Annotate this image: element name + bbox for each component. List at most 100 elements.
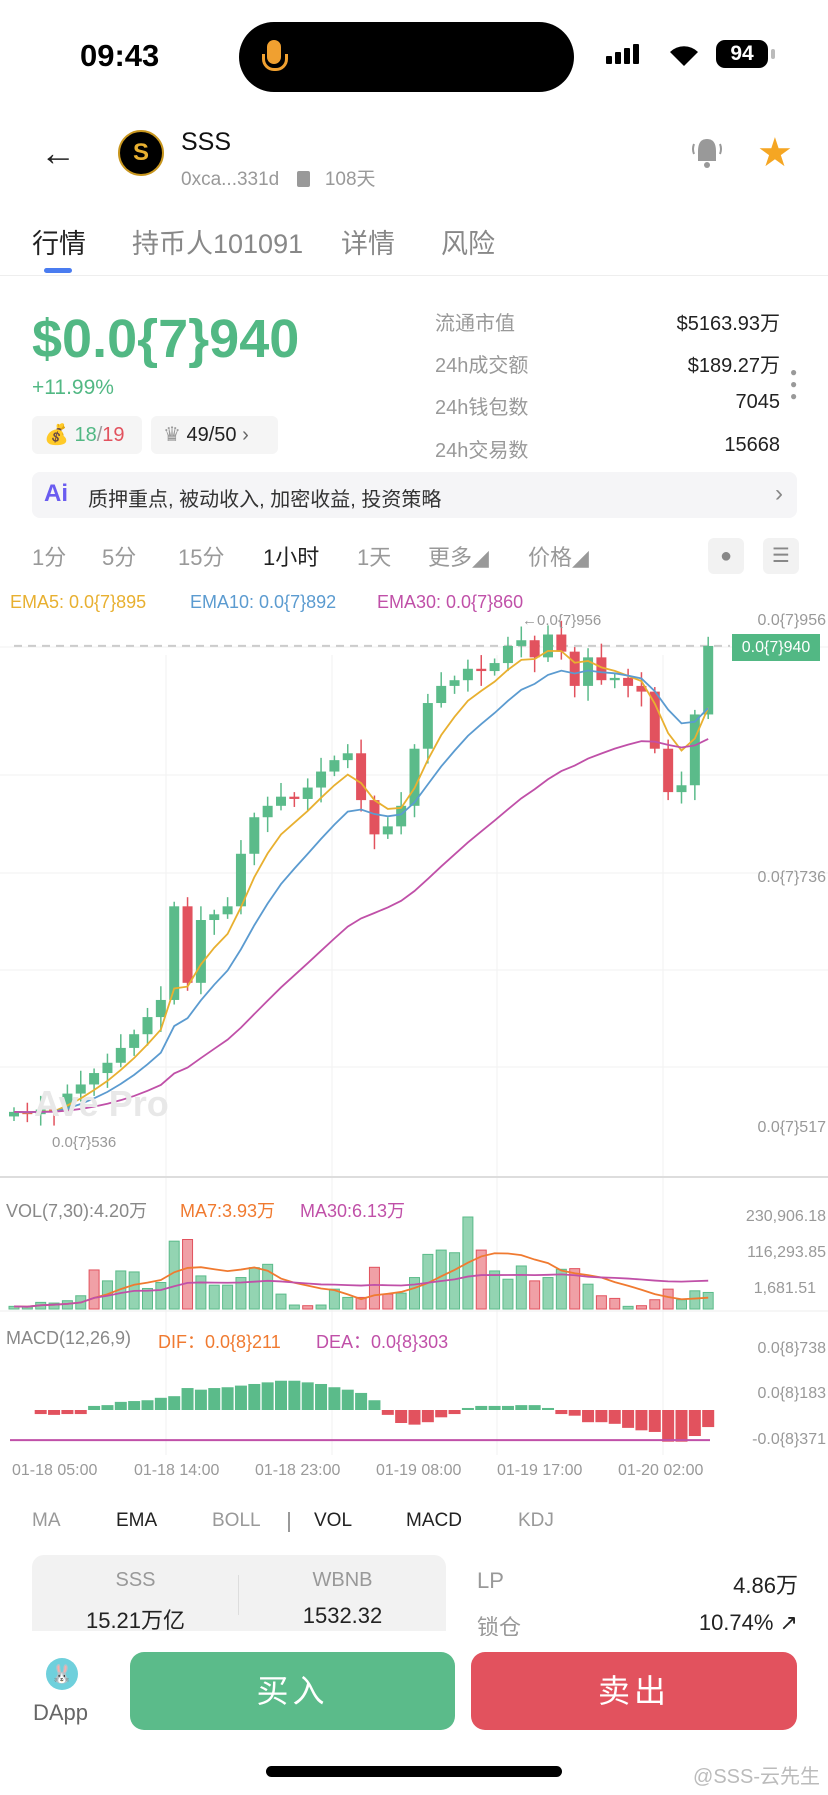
macd-histogram-bar: [154, 1397, 167, 1410]
interval-1h[interactable]: 1小时: [263, 545, 320, 570]
x-axis-label: 01-20 02:00: [618, 1462, 704, 1479]
macd-axis-label: 0.0{8}738: [757, 1340, 826, 1357]
price-axis-label: 0.0{7}517: [757, 1119, 826, 1136]
macd-histogram-bar: [408, 1410, 421, 1425]
x-axis-label: 01-18 23:00: [255, 1462, 341, 1479]
interval-15m[interactable]: 15分: [178, 545, 225, 570]
tab-risk[interactable]: 风险: [441, 229, 495, 259]
candle-body: [543, 634, 553, 658]
volume-bar: [302, 1305, 314, 1310]
indicator-macd[interactable]: MACD: [406, 1510, 462, 1531]
macd-histogram-bar: [568, 1410, 581, 1416]
stat-value: $5163.93万: [676, 313, 780, 335]
macd-histogram-bar: [328, 1387, 341, 1410]
candle-body: [115, 1047, 126, 1063]
volume-bar: [315, 1304, 327, 1310]
volume-bar: [595, 1295, 607, 1310]
macd-histogram-bar: [208, 1388, 221, 1410]
macd-histogram-bar: [141, 1400, 154, 1410]
tab-market[interactable]: 行情: [32, 229, 86, 259]
buy-button[interactable]: 买入: [130, 1652, 455, 1730]
lock-value[interactable]: 10.74% ↗: [698, 1610, 798, 1635]
tab-holders[interactable]: 持币人101091: [132, 229, 304, 259]
interval-1m[interactable]: 1分: [32, 545, 67, 570]
volume-bar: [515, 1265, 527, 1310]
sell-button[interactable]: 卖出: [471, 1652, 797, 1730]
candle-body: [516, 640, 527, 646]
candle-body: [102, 1062, 113, 1074]
volume-bar: [208, 1284, 220, 1310]
ema5-line: [13, 649, 710, 1114]
chevron-right-icon: ›: [242, 424, 249, 446]
volume-bar: [368, 1266, 380, 1310]
token-logo: S: [118, 130, 164, 176]
money-bag-icon: 💰: [44, 424, 69, 446]
volume-bar: [355, 1296, 367, 1310]
chart-settings-icon[interactable]: ☰: [763, 538, 799, 574]
macd-histogram-bar: [461, 1407, 474, 1410]
bell-icon[interactable]: [690, 136, 724, 172]
x-axis-label: 01-18 05:00: [12, 1462, 98, 1479]
volume-axis-label: 230,906.18: [745, 1208, 826, 1225]
macd-histogram-bar: [315, 1383, 328, 1410]
x-axis-label: 01-18 14:00: [134, 1462, 220, 1479]
pancakeswap-icon[interactable]: 🐰: [46, 1658, 78, 1690]
more-vertical-icon[interactable]: ● ● ●: [790, 365, 798, 403]
candle-body: [369, 800, 380, 835]
volume-bar: [702, 1291, 714, 1310]
bubble-toggle-icon[interactable]: ●: [708, 538, 744, 574]
macd-histogram-bar: [194, 1389, 207, 1410]
x-axis-label: 01-19 08:00: [376, 1462, 462, 1479]
volume-bar: [48, 1302, 60, 1310]
macd-histogram-bar: [248, 1383, 261, 1410]
macd-histogram-bar: [608, 1410, 621, 1424]
volume-bar: [262, 1263, 274, 1310]
smart-money-badge[interactable]: 💰 18/19: [32, 416, 142, 454]
macd-histogram-bar: [74, 1410, 87, 1415]
candle-body: [676, 785, 687, 793]
back-arrow-icon[interactable]: ←: [40, 132, 76, 173]
macd-histogram-bar: [528, 1405, 541, 1410]
tab-details[interactable]: 详情: [341, 229, 395, 259]
home-indicator[interactable]: [266, 1766, 562, 1777]
interval-more-dropdown[interactable]: 更多◢: [428, 545, 489, 570]
chevron-right-icon: ›: [775, 480, 783, 507]
top-holders-badge[interactable]: ♛ 49/50 ›: [151, 416, 278, 454]
volume-bar: [569, 1268, 581, 1310]
macd-histogram-bar: [595, 1410, 608, 1423]
volume-bar: [88, 1269, 100, 1310]
indicator-boll[interactable]: BOLL: [212, 1510, 261, 1531]
candle-body: [663, 748, 674, 793]
candle-body: [142, 1017, 153, 1035]
stat-label: 24h成交额: [435, 355, 529, 377]
liquidity-pool-card: SSS 15.21万亿 WBNB 1532.32: [32, 1555, 446, 1631]
indicator-vol[interactable]: VOL: [314, 1510, 353, 1531]
volume-bar: [395, 1292, 407, 1310]
volume-bar: [635, 1305, 647, 1310]
candle-body: [235, 853, 246, 907]
stat-label: 24h钱包数: [435, 397, 529, 419]
ai-summary-banner[interactable]: Ai 质押重点, 被动收入, 加密收益, 投资策略 ›: [32, 472, 797, 518]
interval-5m[interactable]: 5分: [102, 545, 137, 570]
macd-histogram-bar: [168, 1396, 181, 1410]
indicator-ma[interactable]: MA: [32, 1510, 61, 1531]
token-address[interactable]: 0xca...331d: [181, 169, 280, 190]
wifi-icon: [670, 46, 698, 66]
candle-body: [262, 805, 273, 818]
ai-icon: Ai: [44, 480, 68, 507]
chart-type-dropdown[interactable]: 价格◢: [528, 545, 589, 570]
candle-body: [462, 668, 473, 681]
macd-axis-label: 0.0{8}183: [757, 1385, 826, 1402]
macd-histogram-bar: [275, 1380, 287, 1410]
macd-histogram-bar: [48, 1410, 61, 1415]
kline-chart[interactable]: [0, 0, 828, 1460]
indicator-ema[interactable]: EMA: [116, 1510, 158, 1531]
indicator-kdj[interactable]: KDJ: [518, 1510, 554, 1531]
dapp-label[interactable]: DApp: [33, 1700, 89, 1725]
max-price-marker: ←0.0{7}956: [522, 612, 602, 629]
copy-icon[interactable]: [296, 171, 310, 187]
favorite-star-icon[interactable]: ★: [757, 131, 793, 175]
min-price-marker: 0.0{7}536: [52, 1134, 117, 1151]
candle-body: [476, 668, 487, 672]
interval-1d[interactable]: 1天: [357, 545, 392, 570]
